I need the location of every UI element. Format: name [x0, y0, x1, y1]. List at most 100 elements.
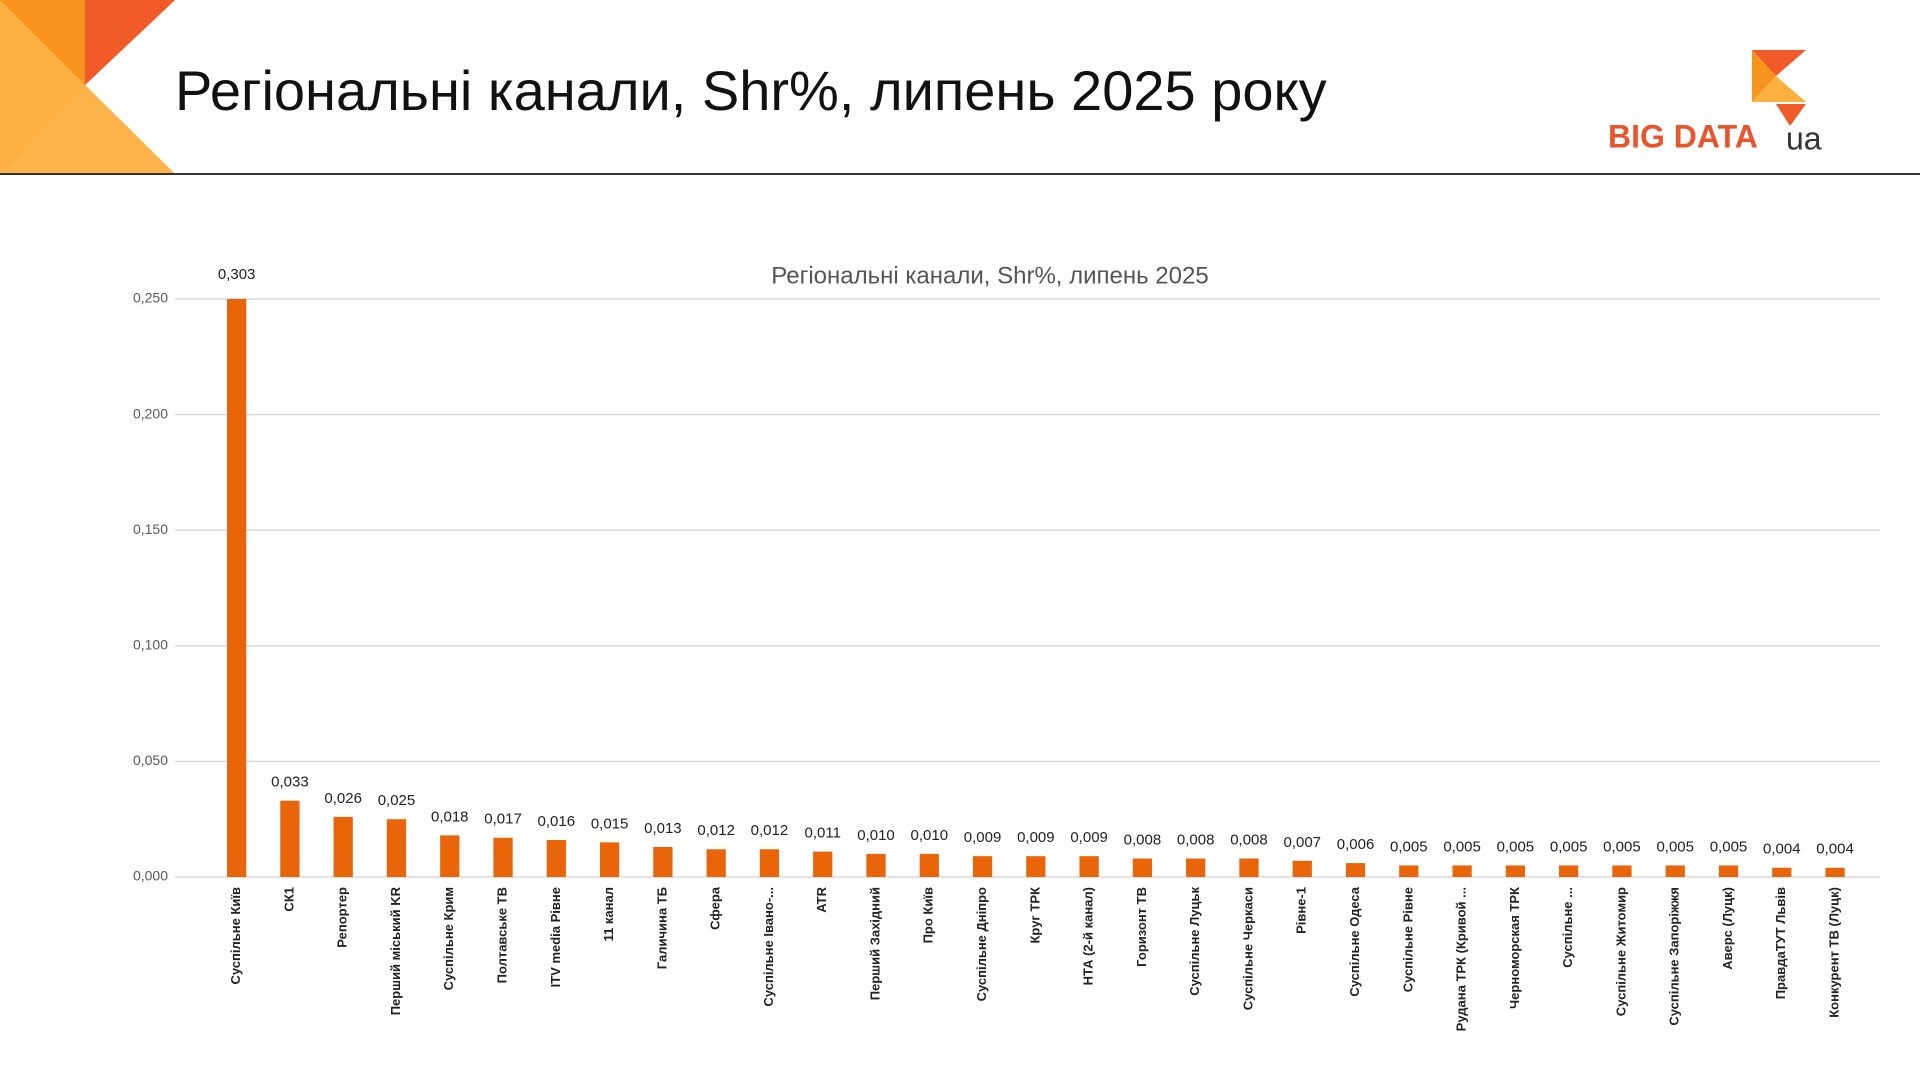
x-tick-label: Конкурент ТВ (Луцк) — [1826, 887, 1841, 1018]
x-tick-label: НТА (2-й канал) — [1081, 887, 1096, 985]
logo-text: BIG DATA — [1608, 118, 1758, 154]
data-label: 0,025 — [378, 792, 416, 809]
x-tick-label: Суспільне Житомир — [1613, 887, 1628, 1016]
logo-shape — [1776, 104, 1806, 126]
logo-shape — [1752, 50, 1776, 102]
data-label: 0,007 — [1283, 834, 1321, 851]
data-label: 0,018 — [431, 808, 469, 825]
bar — [1718, 865, 1739, 877]
bar — [1665, 865, 1685, 877]
x-tick-label: Галичина ТБ — [654, 887, 669, 969]
bar — [227, 299, 247, 878]
data-label: 0,004 — [1763, 841, 1801, 858]
x-tick-label: СК1 — [281, 887, 296, 912]
bar — [1239, 858, 1259, 877]
bar — [1772, 867, 1792, 877]
corner-shape — [85, 0, 175, 85]
bar — [1825, 867, 1845, 877]
x-tick-label: 11 канал — [601, 887, 616, 941]
x-tick-label: Суспільне Дніпро — [974, 887, 989, 1001]
data-label: 0,005 — [1497, 838, 1535, 855]
x-tick-label: Перший Західний — [867, 887, 882, 1000]
x-tick-label: Суспільне Черкаси — [1240, 887, 1255, 1010]
data-label: 0,006 — [1337, 836, 1375, 853]
corner-shape — [0, 0, 85, 174]
data-label: 0,004 — [1816, 841, 1854, 858]
x-tick-label: Круг ТРК — [1027, 887, 1042, 944]
data-label: 0,011 — [805, 825, 841, 842]
data-label: 0,005 — [1603, 838, 1641, 855]
data-label: 0,010 — [857, 827, 895, 844]
data-label: 0,015 — [591, 815, 629, 832]
bar — [653, 846, 673, 877]
data-label: 0,016 — [538, 813, 576, 830]
slide-title: Регіональні канали, Shr%, липень 2025 ро… — [175, 59, 1327, 122]
bar — [1612, 865, 1632, 877]
data-label: 0,005 — [1443, 838, 1481, 855]
x-tick-label: ПравдаТУТ Львів — [1773, 887, 1788, 999]
bar — [813, 851, 833, 877]
x-tick-label: Сфера — [708, 886, 723, 930]
data-label: 0,005 — [1390, 838, 1428, 855]
y-tick-label: 0,100 — [133, 637, 168, 653]
bar — [1345, 863, 1366, 877]
data-label: 0,009 — [1070, 829, 1108, 846]
data-label: 0,012 — [751, 822, 789, 839]
bar — [1559, 865, 1579, 877]
x-tick-label: Репортер — [335, 887, 350, 948]
data-label: 0,303 — [218, 266, 256, 283]
x-tick-label: ITV media Рівне — [548, 887, 563, 987]
data-label: 0,026 — [324, 790, 362, 807]
x-tick-label: Аверс (Луцк) — [1720, 887, 1735, 970]
data-label: 0,010 — [911, 827, 949, 844]
x-tick-label: Суспільне Київ — [228, 887, 243, 985]
x-tick-label: Черноморская ТРК — [1507, 887, 1522, 1009]
x-tick-label: Суспільне Луцьк — [1187, 887, 1202, 996]
x-tick-label: Суспільне Запоріжжя — [1667, 887, 1682, 1026]
data-label: 0,033 — [271, 774, 309, 791]
bar — [1132, 858, 1153, 877]
x-tick-label: Рудана ТРК (Кривой ... — [1454, 887, 1469, 1031]
data-label: 0,017 — [484, 811, 522, 828]
bar — [280, 800, 300, 877]
data-label: 0,009 — [964, 829, 1002, 846]
x-tick-label: Рівне-1 — [1294, 887, 1309, 934]
data-label: 0,008 — [1230, 831, 1268, 848]
bar — [1079, 856, 1099, 877]
bar — [1186, 858, 1206, 877]
x-tick-label: Горизонт ТВ — [1134, 887, 1149, 967]
bar — [706, 849, 726, 877]
x-tick-label: Суспільне Одеса — [1347, 886, 1362, 996]
x-tick-label: Суспільне Крим — [441, 887, 456, 990]
data-label: 0,012 — [697, 822, 735, 839]
x-tick-label: Перший міський KR — [388, 886, 403, 1015]
bar — [1292, 860, 1312, 877]
bar — [599, 842, 620, 877]
bar — [972, 856, 993, 877]
data-label: 0,013 — [644, 820, 682, 837]
x-tick-label: Суспільне Рівне — [1400, 887, 1415, 992]
bar — [919, 853, 939, 877]
y-tick-label: 0,250 — [133, 290, 168, 306]
bar — [493, 837, 513, 877]
data-label: 0,005 — [1710, 838, 1748, 855]
data-label: 0,008 — [1177, 831, 1215, 848]
y-tick-label: 0,050 — [133, 752, 168, 768]
x-tick-label: Суспільне Івано-... — [761, 887, 776, 1007]
bar — [1399, 865, 1419, 877]
bar — [1026, 856, 1046, 877]
bar — [333, 816, 353, 877]
logo-suffix: ua — [1786, 120, 1822, 156]
bar — [546, 840, 566, 877]
y-tick-label: 0,000 — [133, 868, 168, 884]
logo-shape — [1752, 76, 1806, 102]
y-tick-label: 0,200 — [133, 405, 168, 421]
logo-shape — [1752, 50, 1806, 76]
x-tick-label: Суспільне ... — [1560, 887, 1575, 968]
x-tick-label: Про Київ — [921, 887, 936, 943]
data-label: 0,005 — [1550, 838, 1588, 855]
data-label: 0,005 — [1656, 838, 1694, 855]
bar — [759, 849, 780, 877]
bar — [440, 835, 460, 877]
